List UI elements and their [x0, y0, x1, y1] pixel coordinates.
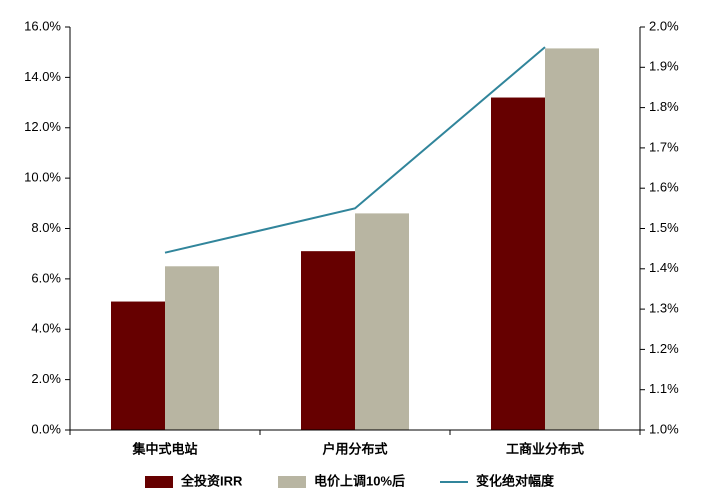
bar	[545, 48, 599, 431]
y2-tick-label: 1.8%	[649, 99, 679, 114]
y2-tick-label: 1.5%	[649, 220, 679, 235]
legend-label: 电价上调10%后	[314, 473, 405, 488]
x-tick-label: 户用分布式	[322, 441, 387, 456]
y-tick-label: 14.0%	[24, 69, 61, 84]
y-tick-label: 6.0%	[31, 270, 61, 285]
legend-swatch	[278, 476, 306, 488]
y-tick-label: 12.0%	[24, 119, 61, 134]
bar	[355, 213, 409, 430]
y2-tick-label: 1.3%	[649, 301, 679, 316]
y-tick-label: 10.0%	[24, 170, 61, 185]
x-tick-label: 工商业分布式	[506, 441, 584, 456]
bar	[111, 301, 165, 430]
y2-tick-label: 1.4%	[649, 260, 679, 275]
y-tick-label: 8.0%	[31, 220, 61, 235]
y2-tick-label: 1.9%	[649, 59, 679, 74]
y-tick-label: 2.0%	[31, 371, 61, 386]
y2-tick-label: 1.1%	[649, 381, 679, 396]
x-tick-label: 集中式电站	[131, 441, 197, 456]
y-tick-label: 0.0%	[31, 421, 61, 436]
legend-swatch	[145, 476, 173, 488]
y-tick-label: 4.0%	[31, 321, 61, 336]
line	[164, 46, 546, 254]
y2-tick-label: 2.0%	[649, 18, 679, 33]
y2-tick-label: 1.2%	[649, 341, 679, 356]
y2-tick-label: 1.6%	[649, 180, 679, 195]
y2-tick-label: 1.7%	[649, 139, 679, 154]
legend-label: 变化绝对幅度	[476, 473, 555, 488]
y2-tick-label: 1.0%	[649, 421, 679, 436]
legend-label: 全投资IRR	[180, 473, 243, 488]
bar	[301, 251, 355, 430]
y-tick-label: 16.0%	[24, 18, 61, 33]
bar	[491, 97, 545, 431]
bar	[165, 266, 219, 430]
